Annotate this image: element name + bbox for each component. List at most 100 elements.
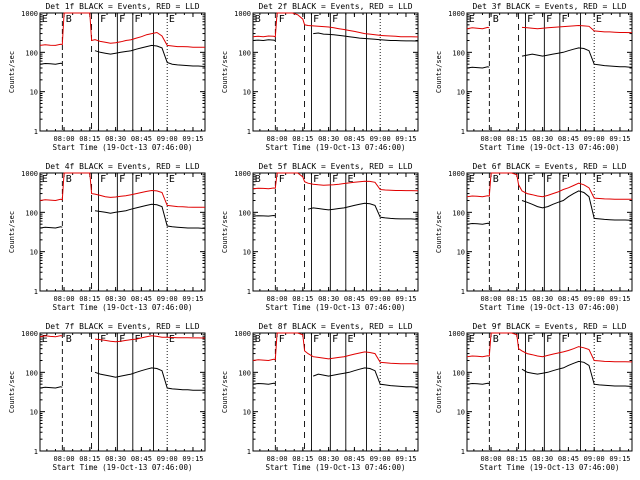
region-label: F (562, 174, 568, 185)
x-tick-label: 08:15 (292, 135, 313, 143)
series-events-line (39, 386, 63, 389)
plot-frame (39, 12, 206, 132)
plot-frame (252, 172, 419, 292)
series-lld-line (252, 332, 418, 365)
panel-7: Det 7f BLACK = Events, RED = LLD 1 10 100 10… (8, 322, 206, 472)
x-tick-label: 08:00 (54, 295, 75, 303)
x-tick-label: 09:00 (584, 295, 605, 303)
series-events-line (466, 222, 490, 225)
panel-6: Det 6f BLACK = Events, RED = LLD 1 10 100 10… (435, 162, 633, 312)
x-tick-label: 08:00 (481, 135, 502, 143)
x-tick-label: 08:45 (558, 135, 579, 143)
x-axis-label: Start Time (19-Oct-13 07:46:00) (266, 143, 406, 152)
region-label: E (348, 334, 354, 345)
x-tick-label: 08:15 (292, 295, 313, 303)
region-label: F (135, 14, 141, 25)
y-tick-label: 10 (243, 409, 251, 417)
region-label: F (279, 14, 285, 25)
plot-frame (466, 12, 633, 132)
y-tick-label: 1000 (448, 10, 465, 18)
y-tick-label: 10 (30, 249, 38, 257)
x-tick-label: 08:15 (79, 135, 100, 143)
region-label: F (332, 14, 338, 25)
series-events-line (94, 203, 205, 229)
x-tick-label: 08:15 (79, 295, 100, 303)
x-tick-label: 08:45 (344, 135, 365, 143)
x-tick-label: 08:15 (506, 135, 527, 143)
x-tick-label: 08:00 (267, 455, 288, 463)
x-tick-label: 09:15 (182, 135, 203, 143)
region-label: E (169, 14, 175, 25)
y-axis-label: Counts/sec (8, 51, 16, 93)
y-tick-label: 1000 (21, 170, 38, 178)
plot-frame (466, 332, 633, 452)
series-events-line (252, 39, 276, 42)
region-label: F (119, 14, 125, 25)
y-tick-label: 100 (452, 49, 465, 57)
region-label: B (493, 334, 499, 345)
region-label: B (255, 334, 261, 345)
series-lld-line (466, 172, 632, 200)
region-label: F (119, 174, 125, 185)
region-label: F (313, 14, 319, 25)
region-label: F (332, 334, 338, 345)
region-label: F (527, 334, 533, 345)
region-label: F (527, 174, 533, 185)
x-tick-label: 09:00 (370, 295, 391, 303)
series-lld-line (466, 332, 632, 363)
region-label: F (562, 334, 568, 345)
y-tick-label: 10 (243, 249, 251, 257)
x-tick-label: 08:30 (318, 455, 339, 463)
region-label: E (469, 174, 475, 185)
panel-5: Det 5f BLACK = Events, RED = LLD 1 10 100 10… (221, 162, 419, 312)
series-lld-line (252, 172, 418, 192)
x-tick-label: 08:30 (532, 135, 553, 143)
series-events-line (252, 382, 276, 385)
region-label: F (546, 174, 552, 185)
x-tick-label: 08:30 (105, 295, 126, 303)
region-label: F (562, 14, 568, 25)
series-events-line (521, 190, 632, 221)
x-tick-label: 09:15 (609, 295, 630, 303)
region-label: F (332, 174, 338, 185)
x-axis-label: Start Time (19-Oct-13 07:46:00) (480, 143, 620, 152)
y-axis-label: Counts/sec (8, 211, 16, 253)
y-tick-label: 10 (457, 89, 465, 97)
series-lld-line (521, 24, 632, 34)
y-tick-label: 10 (30, 409, 38, 417)
y-axis-label: Counts/sec (435, 51, 443, 93)
region-label: F (546, 14, 552, 25)
x-tick-label: 08:15 (506, 455, 527, 463)
region-label: B (255, 174, 261, 185)
x-axis-label: Start Time (19-Oct-13 07:46:00) (266, 303, 406, 312)
panel-3: Det 3f BLACK = Events, RED = LLD 1 10 100 10… (435, 2, 633, 152)
region-label: B (493, 14, 499, 25)
y-tick-label: 100 (25, 209, 38, 217)
y-tick-label: 10 (30, 89, 38, 97)
x-tick-label: 08:00 (481, 455, 502, 463)
y-tick-label: 1 (461, 288, 465, 296)
panel-8: Det 8f BLACK = Events, RED = LLD 1 10 100 10… (221, 322, 419, 472)
y-tick-label: 1 (461, 448, 465, 456)
series-events-line (521, 47, 632, 68)
region-label: F (100, 174, 106, 185)
region-label: B (66, 334, 72, 345)
x-tick-label: 08:00 (267, 135, 288, 143)
series-events-line (313, 367, 418, 388)
panel-9: Det 9f BLACK = Events, RED = LLD 1 10 100 10… (435, 322, 633, 472)
region-label: F (100, 14, 106, 25)
x-tick-label: 09:00 (157, 135, 178, 143)
chart-title: Det 8f BLACK = Events, RED = LLD (258, 322, 412, 331)
y-tick-label: 10 (243, 89, 251, 97)
x-tick-label: 08:30 (532, 455, 553, 463)
x-tick-label: 09:15 (395, 135, 416, 143)
x-tick-label: 08:30 (318, 135, 339, 143)
y-axis-label: Counts/sec (221, 211, 229, 253)
x-tick-label: 09:00 (370, 455, 391, 463)
y-tick-label: 10 (457, 249, 465, 257)
chart-title: Det 7f BLACK = Events, RED = LLD (45, 322, 199, 331)
x-axis-label: Start Time (19-Oct-13 07:46:00) (53, 143, 193, 152)
y-axis-label: Counts/sec (221, 51, 229, 93)
region-label: F (135, 334, 141, 345)
